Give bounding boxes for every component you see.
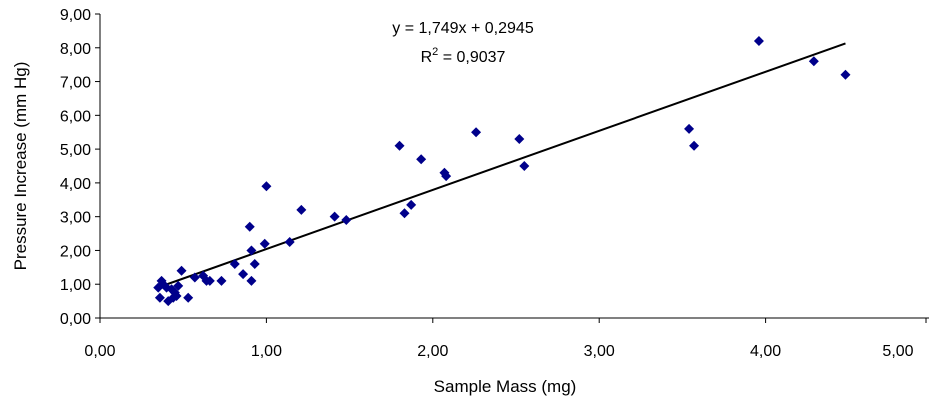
y-tick-label: 7,00 xyxy=(60,75,91,92)
data-point xyxy=(684,123,695,134)
data-point xyxy=(471,127,482,138)
y-tick-label: 6,00 xyxy=(60,108,91,125)
trendline-group xyxy=(157,42,846,289)
trendline xyxy=(157,42,846,289)
x-tick-label: 3,00 xyxy=(584,343,615,360)
data-point xyxy=(259,238,270,249)
data-point xyxy=(840,69,851,80)
data-point xyxy=(204,275,215,286)
y-tick-label: 4,00 xyxy=(60,176,91,193)
data-point xyxy=(689,140,700,151)
r-squared-prefix: R xyxy=(421,49,433,66)
x-tick-label: 5,00 xyxy=(882,343,913,360)
data-point xyxy=(284,237,295,247)
data-point xyxy=(394,140,405,151)
data-point xyxy=(753,36,764,47)
r-squared-label: R2 = 0,9037 xyxy=(421,46,506,66)
x-tick-label: 4,00 xyxy=(750,343,781,360)
y-tick-label: 0,00 xyxy=(60,311,91,328)
data-point xyxy=(216,275,227,286)
data-point xyxy=(399,208,410,219)
x-tick-label: 1,00 xyxy=(251,343,282,360)
data-point xyxy=(519,161,530,171)
data-point xyxy=(176,265,187,276)
data-point xyxy=(173,280,184,291)
y-axis-label: Pressure Increase (mm Hg) xyxy=(11,62,30,271)
data-point xyxy=(246,245,257,256)
data-point xyxy=(341,215,352,226)
x-axis-ticks: 0,00 1,00 2,00 3,00 4,00 5,00 xyxy=(84,318,927,360)
y-tick-label: 8,00 xyxy=(60,41,91,58)
y-tick-label: 9,00 xyxy=(60,7,91,24)
trendline-equation: y = 1,749x + 0,2945 xyxy=(392,20,534,37)
r-squared-value: = 0,9037 xyxy=(438,49,505,66)
data-point xyxy=(246,275,257,286)
data-point xyxy=(183,292,194,303)
y-tick-label: 1,00 xyxy=(60,277,91,294)
data-point xyxy=(514,133,525,144)
data-point xyxy=(244,221,255,232)
data-point xyxy=(154,292,165,303)
data-point xyxy=(441,171,452,182)
y-tick-label: 3,00 xyxy=(60,210,91,227)
data-point xyxy=(229,258,240,269)
data-point xyxy=(296,204,307,215)
x-tick-label: 0,00 xyxy=(84,343,115,360)
data-points xyxy=(153,36,851,307)
y-axis-ticks: 0,00 1,00 2,00 3,00 4,00 5,00 6,00 7,00 8,00 9,00 xyxy=(60,7,100,328)
chart-axes: 0,00 1,00 2,00 3,00 4,00 5,00 0,00 1,00 2,00 3,0… xyxy=(60,7,929,360)
y-tick-label: 5,00 xyxy=(60,142,91,159)
x-tick-label: 2,00 xyxy=(417,343,448,360)
data-point xyxy=(261,181,272,192)
data-point xyxy=(238,269,249,280)
data-point xyxy=(189,272,200,283)
data-point xyxy=(171,291,182,302)
data-point xyxy=(808,56,819,67)
r-squared-superscript: 2 xyxy=(432,46,438,58)
data-point xyxy=(416,154,427,165)
data-point xyxy=(406,199,417,210)
y-tick-label: 2,00 xyxy=(60,243,91,260)
data-point xyxy=(329,211,340,222)
data-point xyxy=(249,258,260,269)
x-axis-label: Sample Mass (mg) xyxy=(434,377,577,396)
